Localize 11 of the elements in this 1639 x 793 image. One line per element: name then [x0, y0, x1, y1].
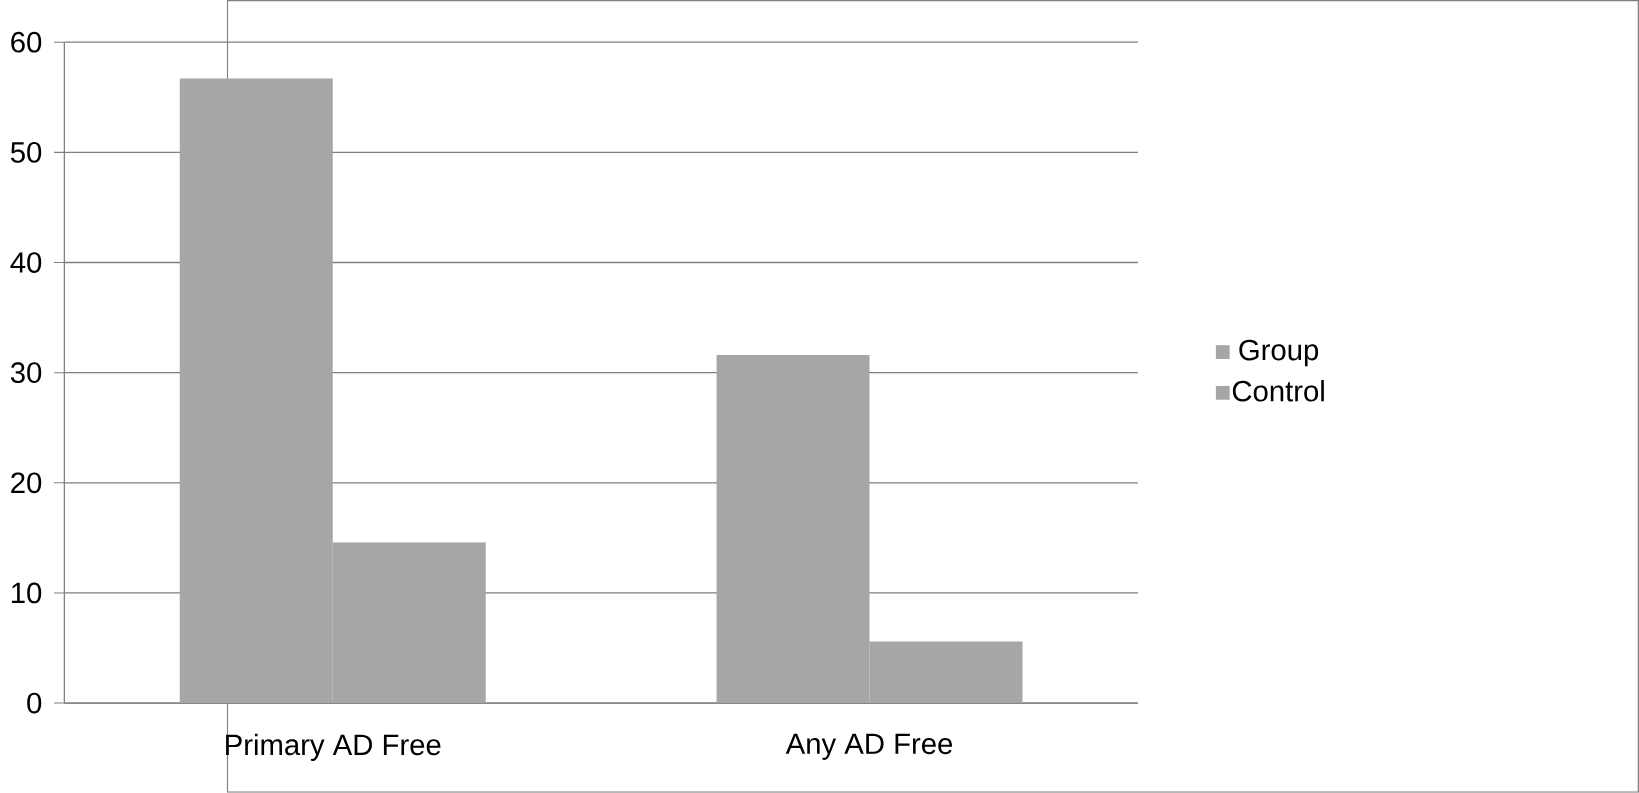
- y-tick-label: 30: [10, 362, 42, 384]
- y-tick-label: 10: [12, 582, 42, 604]
- y-tick-label: 40: [10, 252, 42, 274]
- legend-label: Control: [1232, 380, 1324, 402]
- y-tick-label: 0: [27, 692, 42, 714]
- x-tick-label: Primary AD Free: [226, 733, 441, 762]
- y-tick-label: 50: [10, 142, 42, 163]
- y-tick-label: 20: [11, 472, 42, 494]
- legend-label: Group: [1239, 339, 1319, 367]
- x-tick-label: Any AD Free: [785, 733, 953, 761]
- y-tick-label: 60: [11, 31, 42, 53]
